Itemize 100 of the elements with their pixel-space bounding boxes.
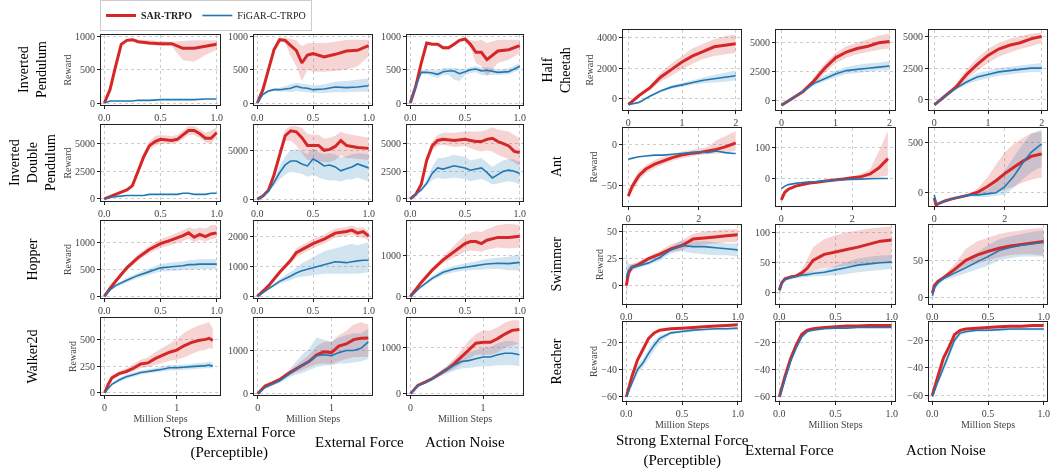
y-tick-label: 1000 (227, 30, 248, 42)
x-tick-label: 1.0 (210, 112, 223, 124)
line-series (256, 259, 370, 298)
x-tick-label: 0 (931, 117, 937, 129)
y-tick-label: 0 (764, 95, 770, 107)
text: Strong External Force (Perceptible) (163, 424, 296, 461)
legend-label: FiGAR-C-TRPO (237, 10, 306, 22)
y-tick-label: 5000 (902, 30, 923, 42)
y-tick-label: −20 (907, 334, 923, 346)
line-series (408, 234, 522, 298)
line-series (933, 143, 1043, 205)
x-tick-label: 0.5 (675, 408, 689, 420)
text: Hopper (24, 238, 40, 281)
y-tick-label: 0 (89, 290, 95, 302)
y-tick-label: 1000 (74, 237, 95, 249)
x-tick-label: 2 (887, 117, 893, 129)
y-tick-label: 0 (395, 193, 401, 205)
x-tick-label: 1.0 (210, 208, 223, 220)
y-tick-label: 25 (606, 253, 617, 265)
y-tick-label: 50 (759, 256, 770, 268)
y-tick-label: 0 (395, 291, 401, 303)
text: Walker2d (24, 329, 40, 384)
y-tick-label: 0 (395, 388, 401, 400)
x-tick-label: 0.5 (458, 208, 472, 220)
y-tick-label: 50 (912, 254, 923, 266)
y-axis-title: Reward (61, 54, 73, 86)
x-tick-label: 0 (102, 402, 108, 414)
x-axis-title: Million Steps (437, 413, 493, 425)
y-axis-title: Reward (583, 54, 595, 86)
x-tick-label: 1 (985, 117, 991, 129)
y-tick-label: −50 (601, 179, 617, 191)
x-tick-label: 0.5 (306, 112, 320, 124)
x-tick-label: 0.0 (773, 311, 786, 323)
line-series (256, 158, 370, 200)
y-axis-title: Reward (588, 151, 600, 183)
x-axis-title: Million Steps (285, 413, 341, 425)
y-tick-label: −20 (754, 336, 770, 348)
y-tick-label: 2500 (749, 66, 770, 78)
y-tick-label: 0 (89, 387, 95, 399)
text: Action Noise (906, 442, 986, 458)
y-tick-label: −60 (601, 391, 617, 403)
x-tick-label: 1.0 (731, 311, 744, 323)
y-tick-label: 0 (242, 193, 248, 205)
y-tick-label: 0 (395, 97, 401, 109)
x-tick-label: 1.0 (513, 112, 526, 124)
y-tick-label: 1000 (380, 30, 401, 42)
y-tick-label: 0 (242, 97, 248, 109)
x-tick-label: 0.5 (458, 305, 472, 317)
y-tick-label: 500 (79, 263, 95, 275)
x-axis-title: Million Steps (654, 419, 710, 431)
x-tick-label: 0 (778, 213, 784, 225)
x-tick-label: 1.0 (513, 305, 526, 317)
line-series (103, 336, 215, 395)
x-tick-label: 0.5 (154, 208, 167, 220)
y-tick-label: 0 (917, 94, 923, 106)
line-series (409, 164, 521, 200)
y-tick-label: 1000 (227, 260, 248, 272)
x-tick-label: 0.0 (926, 408, 939, 420)
x-tick-label: 1 (328, 402, 334, 414)
x-tick-label: 0.0 (926, 311, 939, 323)
x-tick-label: 0.0 (404, 112, 417, 124)
y-tick-label: 100 (754, 226, 770, 238)
x-tick-label: 1.0 (362, 208, 375, 220)
x-tick-label: 1.0 (210, 305, 223, 317)
text: Swimmer (548, 236, 564, 292)
x-tick-label: 0.0 (620, 311, 633, 323)
x-tick-label: 1.0 (731, 408, 744, 420)
x-tick-label: 0 (625, 117, 631, 129)
y-tick-label: 2500 (74, 165, 95, 177)
x-tick-label: 2 (1039, 117, 1045, 129)
x-tick-label: 0 (255, 402, 261, 414)
y-tick-label: 0 (242, 388, 248, 400)
y-axis-title: Reward (61, 147, 73, 179)
y-tick-label: 500 (907, 136, 923, 148)
y-tick-label: 5000 (749, 37, 770, 49)
x-tick-label: 0.0 (251, 305, 264, 317)
line-series (256, 84, 370, 104)
text: Half Cheetah (540, 47, 574, 93)
y-tick-label: 0 (89, 193, 95, 205)
x-tick-label: 1 (480, 402, 486, 414)
text: External Force (745, 442, 835, 458)
text: Ant (549, 155, 564, 177)
y-axis-title: Reward (61, 243, 73, 276)
x-tick-label: 0.0 (98, 208, 111, 220)
y-tick-label: 4000 (596, 32, 617, 44)
y-tick-label: 5000 (74, 138, 95, 150)
line-series (626, 141, 738, 198)
y-tick-label: 500 (385, 64, 401, 76)
x-tick-label: 0.5 (306, 208, 320, 220)
y-tick-label: −40 (601, 364, 617, 376)
x-tick-label: 0 (931, 213, 937, 225)
x-tick-label: 0.5 (458, 112, 472, 124)
x-tick-label: 0 (408, 402, 414, 414)
y-tick-label: 0 (89, 97, 95, 109)
y-tick-label: 0 (917, 292, 923, 304)
x-tick-label: 1.0 (513, 208, 526, 220)
y-tick-label: −60 (907, 389, 923, 401)
x-tick-label: 1.0 (362, 112, 375, 124)
x-tick-label: 1.0 (1037, 408, 1050, 420)
y-tick-label: 2500 (380, 165, 401, 177)
